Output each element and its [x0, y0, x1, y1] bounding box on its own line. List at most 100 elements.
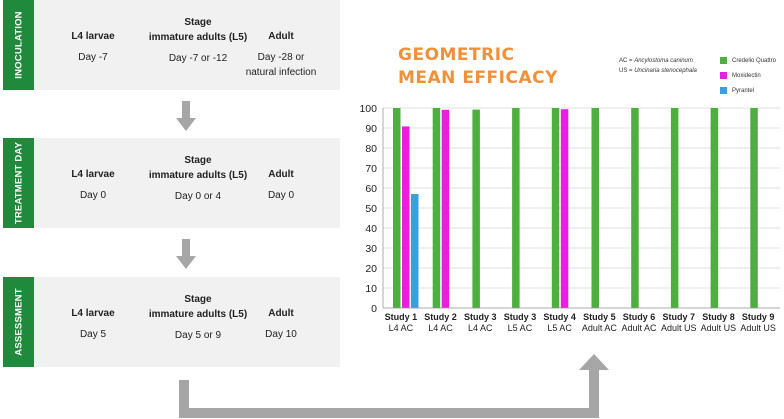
stage-column: L4 larvae Day -7 [43, 29, 143, 65]
legend-label: Pyrantel [732, 88, 755, 95]
stage-header: L4 larvae [71, 169, 115, 180]
x-tick-study: Study 5 [583, 312, 616, 322]
x-tick-study: Study 1 [385, 312, 418, 322]
stage-header: Stage [184, 294, 212, 305]
x-tick-group: L4 AC [389, 323, 414, 333]
stage-header: L4 larvae [71, 31, 115, 42]
x-tick-group: L4 AC [468, 323, 493, 333]
stage-column: Stage immature adults (L5) Day 5 or 9 [128, 292, 268, 343]
bar-credelio-quattro [670, 108, 679, 308]
bar-credelio-quattro [512, 108, 520, 308]
bar-credelio-quattro [472, 109, 480, 308]
stage-column: Adult Day 10 [231, 306, 331, 342]
x-tick-group: Adult AC [622, 323, 658, 333]
legend-item: Credelio Quattro [720, 57, 776, 64]
x-tick-group: Adult US [701, 323, 737, 333]
y-tick-label: 0 [371, 303, 377, 315]
stage-header: Adult [268, 31, 294, 42]
bar-moxidectin [441, 109, 450, 308]
legend-swatch [720, 72, 727, 79]
x-tick-group: L4 AC [428, 323, 453, 333]
note-ac: AC = Ancylostoma caninum [619, 58, 693, 64]
stage-subheader: immature adults (L5) [148, 309, 248, 320]
stage-day-extra: natural infection [245, 67, 317, 78]
stage-day: Day -7 [78, 52, 108, 63]
abbreviation-notes: AC = Ancylostoma caninum US = Uncinaria … [619, 56, 697, 76]
stage-day: Day 0 [79, 190, 107, 201]
x-tick-group: L5 AC [508, 323, 533, 333]
x-tick-group: Adult US [740, 323, 776, 333]
chart-title: GEOMETRIC MEAN EFFICACY [398, 44, 558, 90]
stage-panel: TREATMENT DAY L4 larvae Day 0 Stage immature… [3, 138, 340, 228]
y-tick-label: 70 [365, 163, 377, 175]
x-tick-group: L5 AC [547, 323, 572, 333]
stage-day: Day 10 [265, 329, 297, 340]
bar-credelio-quattro [631, 108, 639, 308]
stage-panel: INOCULATION L4 larvae Day -7 Stage immature … [3, 0, 340, 90]
stage-header: Adult [268, 169, 294, 180]
stage-column: L4 larvae Day 5 [43, 306, 143, 342]
legend-label: Moxidectin [732, 73, 761, 80]
y-tick-label: 80 [365, 143, 377, 155]
stage-day: Day 5 or 9 [174, 330, 222, 341]
stage-day: Day -28 or [257, 52, 305, 63]
y-tick-label: 90 [365, 123, 377, 135]
bar-credelio-quattro [591, 108, 599, 308]
bar-credelio-quattro [432, 108, 441, 308]
stage-header: Stage [184, 155, 212, 166]
legend-swatch [720, 57, 727, 64]
legend-label: Credelio Quattro [732, 58, 777, 65]
bar-credelio-quattro [393, 108, 401, 308]
stage-day: Day 0 [267, 190, 295, 201]
bar-credelio-quattro [750, 108, 758, 308]
stage-header: Stage [184, 17, 212, 28]
y-tick-label: 60 [365, 183, 377, 195]
x-tick-study: Study 2 [424, 312, 457, 322]
stage-day: Day 5 [79, 329, 107, 340]
stage-panel: ASSESSMENT L4 larvae Day 5 Stage immature ad… [3, 277, 340, 367]
x-tick-study: Study 3 [464, 312, 497, 322]
legend-item: Moxidectin [720, 72, 761, 79]
x-tick-study: Study 9 [742, 312, 775, 322]
note-us: US = Uncinaria stenocephala [619, 68, 697, 74]
down-arrow-icon [176, 239, 196, 269]
stage-column: Stage immature adults (L5) Day 0 or 4 [128, 153, 268, 204]
legend-item: Pyrantel [720, 87, 754, 94]
x-tick-group: Adult US [661, 323, 697, 333]
x-tick-study: Study 7 [662, 312, 695, 322]
y-tick-label: 20 [365, 263, 377, 275]
stage-header: L4 larvae [71, 308, 115, 319]
bar-moxidectin [402, 126, 410, 309]
section-sidebar: ASSESSMENT [3, 277, 34, 367]
x-tick-study: Study 4 [543, 312, 576, 322]
y-tick-label: 50 [365, 203, 377, 215]
x-tick-group: Adult AC [582, 323, 618, 333]
stage-header: Adult [268, 308, 294, 319]
x-tick-study: Study 8 [702, 312, 735, 322]
section-sidebar: INOCULATION [3, 0, 34, 90]
stage-day: Day 0 or 4 [174, 191, 222, 202]
stage-column: Stage immature adults (L5) Day -7 or -12 [128, 15, 268, 66]
bar-credelio-quattro [551, 108, 560, 308]
bar-pyrantel [411, 194, 419, 308]
stage-column: Adult Day 0 [231, 167, 331, 203]
stage-column: Adult Day -28 or natural infection [231, 29, 331, 80]
y-tick-label: 100 [359, 103, 377, 115]
stage-subheader: immature adults (L5) [148, 32, 248, 43]
chart-title-line2: MEAN EFFICACY [398, 68, 558, 88]
stage-column: L4 larvae Day 0 [43, 167, 143, 203]
y-tick-label: 10 [365, 283, 377, 295]
legend-swatch [720, 87, 727, 94]
down-arrow-icon [176, 101, 196, 131]
x-tick-study: Study 3 [504, 312, 537, 322]
stage-subheader: immature adults (L5) [148, 170, 248, 181]
bar-credelio-quattro [710, 108, 719, 308]
bar-moxidectin [560, 109, 569, 308]
section-sidebar: TREATMENT DAY [3, 138, 34, 228]
chart-title-line1: GEOMETRIC [398, 45, 515, 65]
stage-day: Day -7 or -12 [168, 53, 228, 64]
y-tick-label: 40 [365, 223, 377, 235]
x-tick-study: Study 6 [623, 312, 656, 322]
y-tick-label: 30 [365, 243, 377, 255]
